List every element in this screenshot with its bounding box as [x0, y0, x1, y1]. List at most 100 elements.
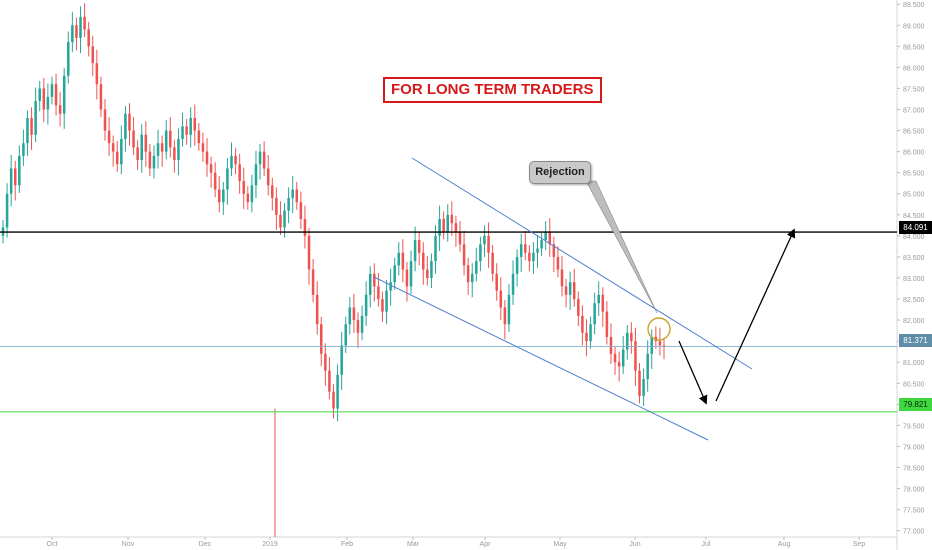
candle-body	[601, 294, 605, 312]
candle-body	[148, 151, 152, 169]
candle-body	[95, 63, 99, 85]
candle-body	[564, 286, 568, 295]
channel-lower-line	[373, 276, 709, 441]
projection-arrow-down	[678, 340, 708, 405]
candle-body	[287, 197, 290, 211]
candle-body	[560, 269, 564, 287]
candle-body	[295, 189, 299, 203]
candle-body	[299, 202, 303, 220]
candle-body	[156, 143, 160, 156]
candle-body	[71, 25, 74, 43]
y-tick-label: 84.000	[903, 234, 925, 241]
candle-body	[519, 244, 523, 257]
candle-body	[111, 143, 115, 152]
candle-body	[393, 265, 396, 283]
candle-body	[173, 147, 176, 161]
candle-body	[140, 134, 143, 161]
candle-body	[409, 261, 413, 287]
candle-body	[336, 374, 339, 409]
headline-label: FOR LONG TERM TRADERS	[383, 77, 602, 103]
candle-body	[515, 256, 519, 274]
candle-body	[201, 143, 205, 152]
candle-body	[487, 235, 490, 253]
candle-body	[75, 25, 78, 38]
callout-pointer	[585, 180, 658, 314]
candle-body	[422, 252, 425, 270]
candle-body	[9, 168, 13, 194]
candle-body	[475, 261, 478, 274]
candle-body	[417, 240, 421, 253]
candle-body	[279, 214, 282, 228]
candle-body	[169, 130, 172, 148]
x-tick-label: 2019	[262, 541, 278, 548]
candle-body	[26, 117, 29, 144]
candle-body	[226, 168, 229, 190]
chart-grid	[0, 0, 898, 550]
candle-body	[99, 84, 103, 110]
candle-body	[556, 256, 560, 270]
candle-body	[552, 244, 556, 257]
candle-body	[164, 130, 168, 152]
x-tick-label: Jul	[702, 541, 711, 548]
horizontal-levels	[0, 231, 897, 413]
candle-body	[324, 353, 327, 371]
candle-body	[548, 231, 552, 245]
rejection-circle	[647, 317, 671, 341]
channel-upper-line	[411, 157, 753, 370]
candle-body	[462, 244, 466, 266]
candle-body	[83, 16, 86, 30]
y-tick-label: 83.500	[903, 255, 925, 262]
candle-body	[368, 273, 372, 295]
candlesticks	[1, 3, 666, 537]
candle-body	[58, 105, 62, 114]
candle-body	[568, 282, 572, 295]
candle-body	[144, 134, 148, 152]
candle-body	[254, 164, 258, 186]
candle-body	[124, 113, 127, 139]
candle-body	[181, 126, 184, 139]
candle-body	[466, 265, 470, 283]
y-tick-label: 87.500	[903, 86, 925, 93]
candle-body	[193, 117, 197, 131]
resistance-price-tag: 84.091	[899, 221, 932, 234]
candle-body	[213, 172, 217, 190]
y-tick-label: 85.500	[903, 171, 925, 178]
candle-body	[319, 324, 323, 354]
candle-body	[344, 324, 348, 346]
candle-body	[658, 341, 662, 346]
candle-body	[205, 151, 209, 165]
candle-body	[581, 315, 584, 333]
candle-body	[209, 164, 213, 173]
candle-body	[128, 113, 131, 131]
candle-body	[597, 294, 600, 304]
candle-body	[238, 164, 241, 182]
candle-body	[483, 235, 486, 245]
candle-body	[177, 138, 180, 161]
candle-body	[22, 143, 25, 156]
x-tick-label: Feb	[341, 541, 353, 548]
candle-body	[311, 269, 315, 295]
candle-body	[91, 46, 95, 64]
candle-body	[605, 311, 609, 337]
candle-body	[626, 332, 629, 350]
candle-body	[242, 181, 245, 194]
current-price-tag: 81.371	[899, 334, 932, 347]
candle-body	[450, 214, 454, 224]
y-tick-label: 78.500	[903, 466, 925, 473]
candle-body	[291, 189, 294, 198]
projection-arrow-up	[715, 228, 796, 402]
candle-body	[230, 155, 233, 169]
candle-body	[115, 151, 119, 165]
y-tick-label: 89.500	[903, 2, 925, 9]
y-axis: 89.500 89.000 88.500 88.000 87.500 87.000 86.5…	[897, 2, 925, 536]
candle-body	[617, 362, 621, 367]
candle-body	[42, 88, 46, 110]
y-tick-label: 79.500	[903, 423, 925, 430]
candle-body	[5, 193, 9, 228]
x-tick-label: Mar	[407, 541, 420, 548]
x-axis: Oct Nov Dec 2019 Feb Mar Apr May Jun Jul Aug Sep	[47, 537, 865, 548]
candle-body	[271, 185, 274, 198]
candle-body	[634, 341, 637, 371]
candle-body	[18, 155, 21, 186]
y-tick-label: 77.000	[903, 529, 925, 536]
